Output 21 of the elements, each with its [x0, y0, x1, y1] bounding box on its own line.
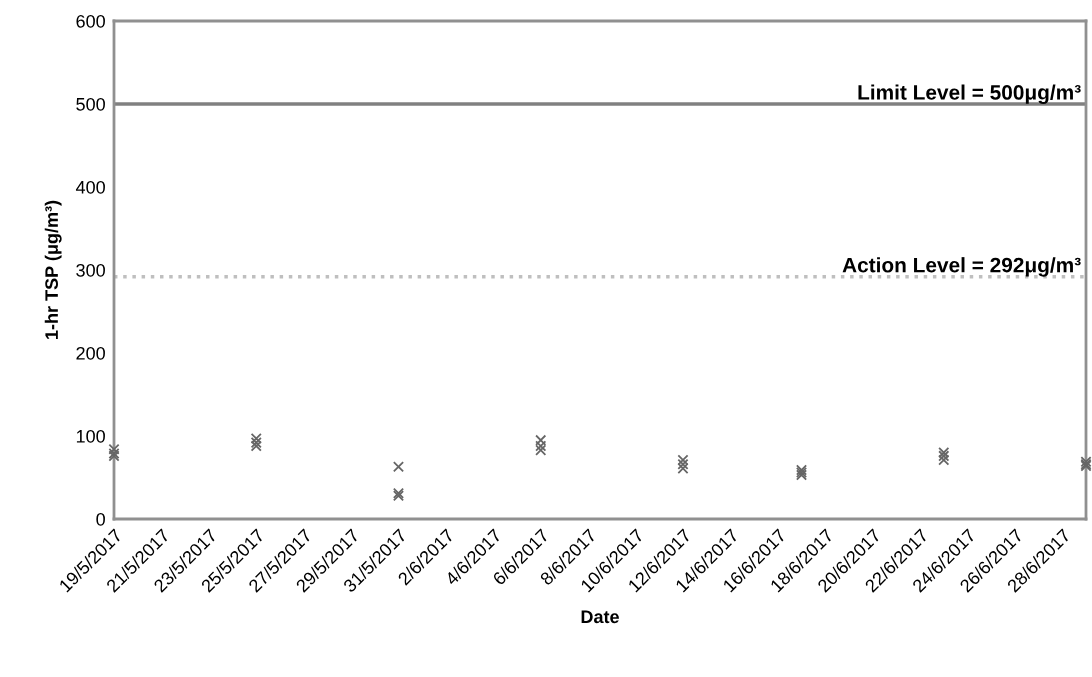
- y-tick-label: 200: [76, 346, 105, 360]
- y-tick-label: 600: [76, 14, 105, 28]
- point: [535, 440, 547, 452]
- point: [938, 454, 950, 466]
- y-tick-label: 400: [75, 180, 105, 194]
- y-tick-label: 100: [76, 429, 105, 443]
- point: [677, 454, 689, 466]
- ref-line-label: Action Level = 292μg/m³: [842, 257, 1081, 277]
- point: [250, 432, 262, 445]
- y-axis-title: 1-hr TSP (μg/m³): [44, 200, 62, 339]
- y-tick-label: 0: [96, 512, 105, 526]
- point: [535, 434, 547, 446]
- point: [677, 462, 689, 474]
- ref-line-label: Limit Level = 500μg/m³: [858, 84, 1081, 104]
- y-tick-label: 500: [76, 97, 105, 111]
- point: [392, 461, 405, 473]
- point: [677, 458, 689, 470]
- y-tick-label: 300: [76, 263, 105, 277]
- point: [535, 444, 547, 456]
- point: [108, 443, 120, 455]
- x-axis-title: Date: [581, 610, 619, 624]
